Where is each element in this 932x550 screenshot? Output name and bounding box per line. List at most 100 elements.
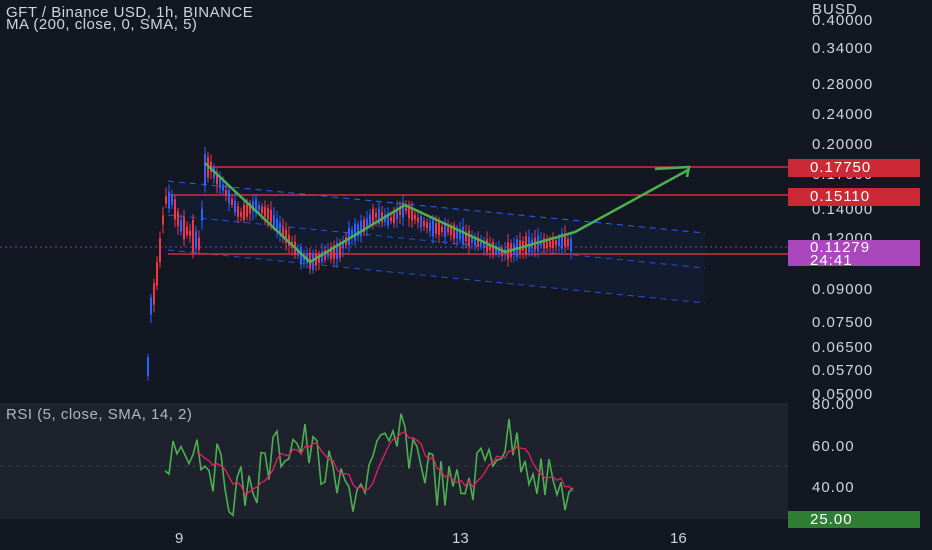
candle-body bbox=[429, 222, 431, 232]
candle-body bbox=[237, 206, 239, 218]
candle-body bbox=[492, 241, 494, 255]
candle-body bbox=[165, 196, 167, 204]
candle-body bbox=[195, 231, 197, 249]
candle-body bbox=[381, 212, 383, 223]
candle-body bbox=[546, 239, 548, 249]
candle-body bbox=[342, 242, 344, 249]
candle-body bbox=[168, 191, 170, 209]
candle-body bbox=[180, 220, 182, 232]
time-tick: 9 bbox=[175, 530, 184, 547]
candle-body bbox=[255, 198, 257, 213]
candle-body bbox=[468, 230, 470, 247]
bar-countdown: 24:41 bbox=[810, 252, 853, 269]
candle-body bbox=[216, 172, 218, 185]
last-price-value: 0.11279 bbox=[810, 239, 871, 256]
candle-body bbox=[231, 198, 233, 205]
candle-body bbox=[234, 200, 236, 213]
currency-label: BUSD bbox=[812, 1, 858, 18]
candle-body bbox=[351, 229, 353, 238]
channel-upper bbox=[167, 180, 706, 234]
candle-body bbox=[393, 210, 395, 224]
candle-body bbox=[282, 227, 284, 238]
candle-body bbox=[243, 204, 245, 220]
candle-body bbox=[444, 221, 446, 237]
candle-body bbox=[423, 220, 425, 227]
price-tick: 0.05000 bbox=[812, 386, 874, 403]
resistance-top-tag: 0.17750 bbox=[788, 159, 920, 177]
candle-body bbox=[378, 208, 380, 225]
channel-lower bbox=[167, 249, 706, 304]
candle-body bbox=[264, 206, 266, 217]
candle-body bbox=[363, 219, 365, 233]
candle-body bbox=[252, 201, 254, 212]
candle-body bbox=[396, 209, 398, 220]
candle-body bbox=[210, 161, 212, 173]
price-tick: 0.28000 bbox=[812, 76, 874, 93]
candle-body bbox=[222, 184, 224, 191]
candle-body bbox=[300, 246, 302, 265]
candle-body bbox=[189, 230, 191, 237]
candle-body bbox=[477, 237, 479, 247]
candle-body bbox=[267, 207, 269, 220]
candle-body bbox=[555, 240, 557, 246]
candle-body bbox=[171, 195, 173, 205]
rsi-line bbox=[164, 413, 574, 517]
last-price-tag: 0.11279 24:41 bbox=[788, 239, 920, 269]
symbol-title[interactable]: GFT / Binance USD, 1h, BINANCE bbox=[6, 4, 254, 21]
candle-body bbox=[192, 219, 194, 253]
candle-body bbox=[372, 208, 374, 226]
candle-body bbox=[159, 237, 161, 263]
candle-body bbox=[435, 223, 437, 234]
candle-body bbox=[330, 247, 332, 259]
candle-body bbox=[540, 240, 542, 246]
rsi-title[interactable]: RSI (5, close, SMA, 14, 2) bbox=[6, 406, 193, 423]
candle-body bbox=[219, 177, 221, 189]
candle-body bbox=[447, 227, 449, 233]
candle-body bbox=[186, 226, 188, 235]
candle-body bbox=[162, 215, 164, 225]
candle-body bbox=[453, 224, 455, 239]
candle-body bbox=[411, 208, 413, 221]
price-tick: 0.40000 bbox=[812, 12, 874, 29]
candle-body bbox=[465, 233, 467, 242]
price-tick: 0.34000 bbox=[812, 40, 874, 57]
candle-body bbox=[558, 237, 560, 247]
candle-body bbox=[426, 222, 428, 228]
price-tick: 0.07500 bbox=[812, 314, 874, 331]
candle-body bbox=[279, 222, 281, 235]
candle-body bbox=[288, 234, 290, 246]
candle-body bbox=[201, 208, 203, 222]
trend-path-arrow bbox=[204, 162, 689, 264]
candle-body bbox=[318, 253, 320, 263]
candle-body bbox=[420, 216, 422, 228]
candle-body bbox=[387, 213, 389, 226]
candle-body bbox=[462, 227, 464, 245]
candle-body bbox=[390, 217, 392, 222]
candle-body bbox=[324, 250, 326, 260]
indicator-title[interactable]: MA (200, close, 0, SMA, 5) bbox=[6, 16, 198, 33]
candle-body bbox=[348, 228, 350, 245]
candle-body bbox=[240, 211, 242, 217]
candle-body bbox=[549, 240, 551, 247]
candle-body bbox=[198, 237, 200, 250]
candle-body bbox=[486, 239, 488, 253]
rsi-pane[interactable] bbox=[0, 404, 788, 519]
candle-body bbox=[225, 189, 227, 195]
rsi-ma-line bbox=[196, 431, 574, 496]
candle-body bbox=[402, 201, 404, 218]
candle-body bbox=[432, 219, 434, 237]
candle-body bbox=[321, 251, 323, 262]
price-tick: 0.20000 bbox=[812, 136, 874, 153]
candle-body bbox=[501, 248, 503, 256]
candle-body bbox=[261, 206, 263, 213]
candle-body bbox=[249, 202, 251, 214]
candle-body bbox=[495, 245, 497, 254]
candle-body bbox=[552, 239, 554, 249]
candle-body bbox=[561, 233, 563, 249]
candle-body bbox=[417, 217, 419, 223]
candle-body bbox=[543, 238, 545, 249]
rsi-tick: 40.00 bbox=[812, 479, 855, 496]
candle-body bbox=[471, 236, 473, 243]
candle-body bbox=[414, 215, 416, 220]
